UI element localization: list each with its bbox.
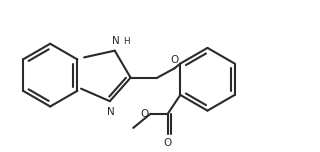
- Text: O: O: [141, 109, 149, 119]
- Text: O: O: [164, 138, 172, 148]
- Text: N: N: [112, 36, 120, 46]
- Text: N: N: [108, 107, 115, 117]
- Text: O: O: [171, 55, 179, 65]
- Text: H: H: [123, 37, 130, 46]
